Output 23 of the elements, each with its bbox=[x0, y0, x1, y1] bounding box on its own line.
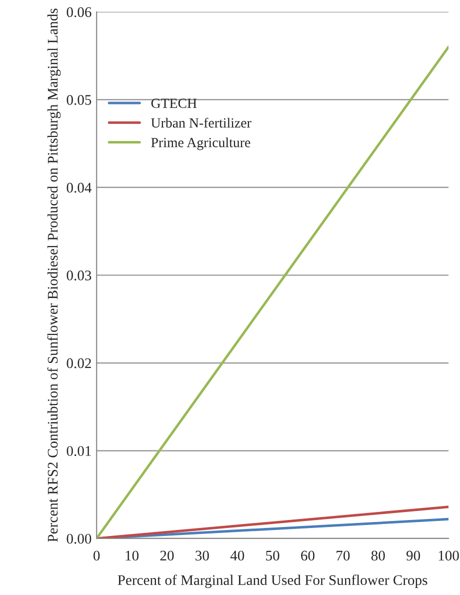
y-axis-title: Percent RFS2 Contriubtion of Sunflower Biodiesel Produced on Pittsburgh Marginal Lands bbox=[47, 8, 61, 542]
y-tick-label: 0.01 bbox=[66, 446, 91, 456]
legend-label: Prime Agriculture bbox=[151, 137, 250, 150]
y-tick-label: 0.05 bbox=[66, 95, 92, 105]
y-tick-label: 0.04 bbox=[66, 182, 92, 193]
x-axis-title: Percent of Marginal Land Used For Sunflower Crops bbox=[118, 574, 428, 588]
x-tick-label: 60 bbox=[301, 550, 314, 561]
x-tick-label: 90 bbox=[406, 550, 420, 561]
y-tick-label: 0.03 bbox=[66, 270, 92, 280]
y-tick-label: 0.00 bbox=[66, 534, 92, 544]
y-tick-label: 0.02 bbox=[66, 358, 91, 368]
x-tick-label: 70 bbox=[336, 550, 350, 561]
x-tick-label: 80 bbox=[371, 550, 385, 561]
x-tick-label: 50 bbox=[266, 550, 280, 561]
x-tick-label: 20 bbox=[160, 550, 174, 561]
y-tick-label: 0.06 bbox=[66, 7, 92, 18]
x-tick-label: 0 bbox=[94, 550, 100, 561]
x-tick-label: 100 bbox=[438, 550, 459, 561]
x-tick-label: 30 bbox=[196, 550, 209, 561]
x-tick-label: 40 bbox=[230, 550, 244, 561]
legend-label: Urban N-fertilizer bbox=[151, 118, 252, 128]
legend-label: GTECH bbox=[151, 98, 197, 108]
x-tick-label: 10 bbox=[126, 550, 139, 561]
